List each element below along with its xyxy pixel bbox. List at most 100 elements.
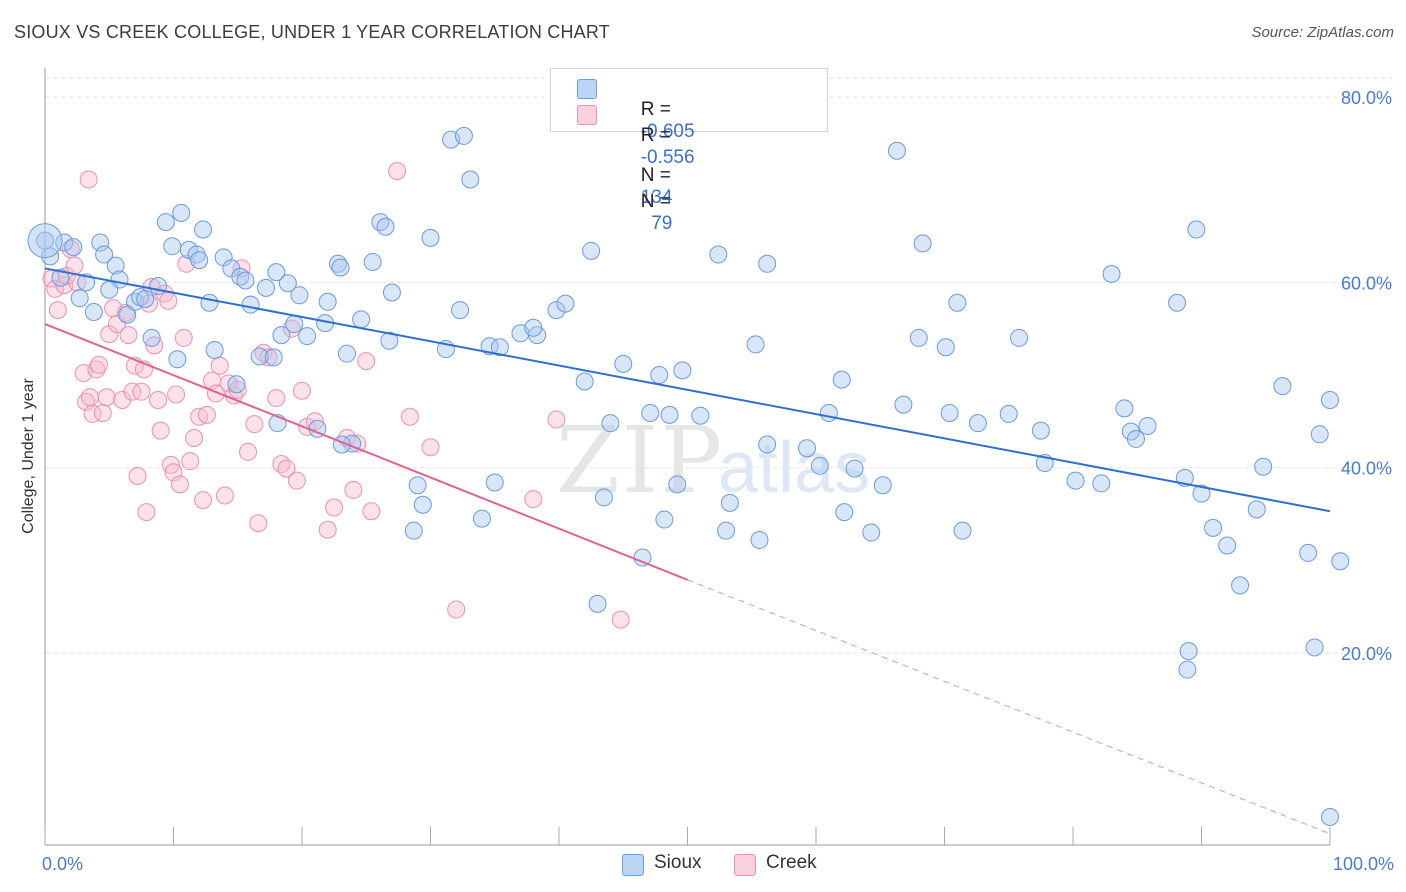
sioux-point [156,213,175,232]
creek-point [388,162,407,181]
sioux-point [1115,399,1134,418]
x-tick-label-max: 100.0% [1333,854,1394,874]
sioux-point [936,338,955,357]
sioux-point [250,347,269,366]
y-axis-title: College, Under 1 year [20,378,37,534]
creek-r-value: -0.556 [640,147,695,168]
creek-point [245,415,264,434]
sioux-swatch-icon [577,79,597,99]
sioux-point [490,338,509,357]
sioux-point [720,493,739,512]
sioux-point [641,403,660,422]
sioux-point [1092,474,1111,493]
sioux-point [318,292,337,311]
creek-point [318,520,337,539]
creek-point [190,407,209,426]
creek-point [228,380,247,399]
sioux-legend-label: Sioux [654,852,702,873]
sioux-point [887,141,906,160]
sioux-point [1010,328,1029,347]
sioux-point [758,435,777,454]
sioux-cluster-point [27,223,63,259]
creek-point [293,381,311,400]
creek-point [119,326,138,345]
sioux-point [1273,377,1292,396]
grid-lines [45,77,1392,654]
creek-point [137,503,156,522]
sioux-point [909,328,928,347]
creek-point [83,404,102,423]
creek-point [100,325,119,344]
sioux-point [810,456,829,475]
sioux-point [172,203,191,222]
sioux-point [51,268,70,287]
sioux-point [1231,576,1250,595]
sioux-point [413,495,432,514]
sioux-point [236,271,255,290]
creek-point [219,374,238,393]
sioux-point [1126,429,1145,448]
sioux-point [655,510,674,529]
sioux-point [798,439,817,458]
creek-point [282,319,301,338]
sioux-trend-line [44,267,1331,513]
sioux-point [594,488,613,507]
sioux-point [163,237,182,256]
sioux-point [588,594,607,613]
creek-series [42,162,630,629]
creek-point [348,434,367,453]
sioux-point [149,277,168,296]
creek-point [79,170,98,189]
sioux-point [64,238,83,257]
sioux-point [894,395,913,414]
sioux-point [660,405,679,424]
sioux-point [200,293,219,312]
sioux-point [873,476,892,495]
sioux-point [190,251,209,270]
sioux-point [142,328,161,347]
sioux-point [241,295,260,314]
sioux-point [709,245,728,264]
sioux-point [1299,543,1318,562]
sioux-legend-icon [622,854,644,876]
creek-point [97,388,116,407]
sioux-point [382,283,401,302]
creek-point [185,429,204,448]
creek-legend-icon [734,854,756,876]
creek-n-label: N = [640,191,671,212]
sioux-point [1310,425,1329,444]
creek-point [287,471,306,490]
creek-point [206,384,225,403]
sioux-point [290,286,309,305]
sioux-point [363,252,382,271]
creek-point [197,405,216,424]
sioux-point [1254,457,1273,476]
y-tick-label: 80.0% [1341,88,1392,108]
creek-point [46,279,65,298]
sioux-point [1138,416,1157,435]
sioux-point [278,274,297,293]
creek-point [181,452,200,471]
legend-row-creek: R = -0.556 N = 79 [577,103,695,234]
creek-trend-extension [687,579,1331,835]
creek-swatch-icon [577,105,597,125]
creek-point [194,491,213,510]
creek-point [210,356,229,375]
sioux-point [106,256,125,275]
creek-point [89,355,108,374]
sioux-n-label: N = [640,165,671,186]
sioux-point [547,301,566,320]
sioux-point [575,372,594,391]
source-label: Source: ZipAtlas.com [1251,24,1394,41]
creek-point [167,385,186,404]
trend-lines [44,267,1331,835]
sioux-point [461,170,480,189]
sioux-point [862,523,881,542]
sioux-point [614,354,633,373]
sioux-point [298,327,317,346]
creek-point [151,421,170,440]
sioux-point [835,503,854,522]
sioux-point [1187,220,1206,239]
sioux-point [968,414,987,433]
creek-point [61,239,80,258]
